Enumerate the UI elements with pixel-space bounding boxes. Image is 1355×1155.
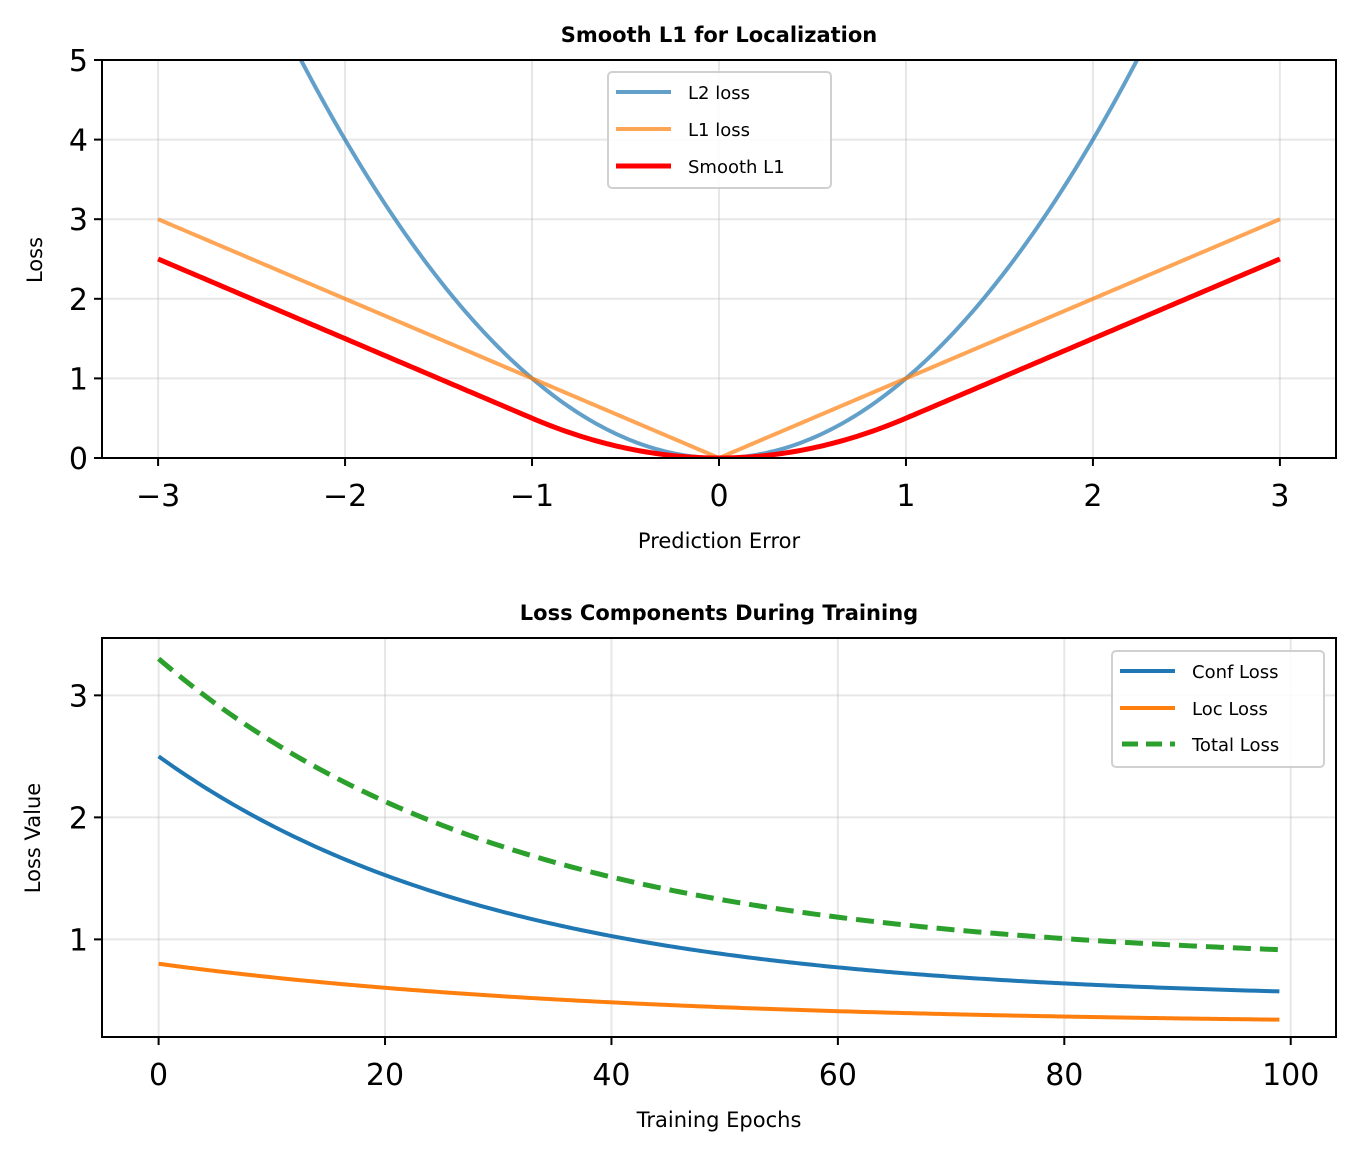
x-tick-label: 40 <box>592 1058 630 1093</box>
y-tick-label: 1 <box>69 362 88 397</box>
series-lines <box>156 656 1280 1022</box>
y-tick-label: 1 <box>69 923 88 958</box>
chart-title: Smooth L1 for Localization <box>561 23 878 47</box>
y-tick-label: 0 <box>69 442 88 477</box>
series-line-total-loss <box>156 656 1280 953</box>
y-tick-label: 2 <box>69 283 88 318</box>
ticks: 0 20 40 60 80 100 1 2 3 <box>69 679 1319 1093</box>
y-tick-label: 5 <box>69 44 88 79</box>
x-tick-label: 0 <box>709 479 728 514</box>
x-axis-label: Training Epochs <box>636 1108 802 1132</box>
y-axis-label: Loss Value <box>21 783 45 893</box>
x-tick-label: 1 <box>896 479 915 514</box>
x-tick-label: 0 <box>149 1058 168 1093</box>
y-tick-label: 4 <box>69 124 88 159</box>
legend-label-l2: L2 loss <box>688 83 750 104</box>
y-axis-label: Loss <box>23 237 47 283</box>
legend-frame <box>1111 650 1325 768</box>
chart-title: Loss Components During Training <box>520 601 918 625</box>
plot-frame <box>101 637 1337 1038</box>
legend-label-l1: L1 loss <box>688 120 750 141</box>
x-axis-label: Prediction Error <box>638 529 801 553</box>
chart-loss-components: Loss Components During Training 0 20 40 60 8… <box>21 601 1337 1132</box>
legend-label-conf: Conf Loss <box>1192 662 1279 683</box>
legend-label-loc: Loc Loss <box>1192 699 1268 720</box>
chart-smooth-l1: Smooth L1 for Localization −3 −2 −1 0 1 2 3 0 1 2… <box>23 23 1337 553</box>
x-tick-label: 20 <box>366 1058 404 1093</box>
ticks: −3 −2 −1 0 1 2 3 0 1 2 3 4 5 <box>69 44 1290 514</box>
series-line-conf-loss <box>157 754 1280 994</box>
series-line-smooth-l1 <box>157 256 1281 458</box>
legend: Conf Loss Loc Loss Total Loss <box>1111 650 1325 768</box>
x-tick-label: −2 <box>323 479 367 514</box>
x-tick-label: 100 <box>1262 1058 1319 1093</box>
x-tick-label: −1 <box>510 479 554 514</box>
legend: L2 loss L1 loss Smooth L1 <box>607 71 832 189</box>
y-tick-label: 3 <box>69 679 88 714</box>
y-tick-label: 3 <box>69 203 88 238</box>
series-line-loc-loss <box>158 961 1280 1022</box>
y-tick-label: 2 <box>69 801 88 836</box>
x-tick-label: 3 <box>1270 479 1289 514</box>
series-line-l1-loss <box>157 217 1281 458</box>
x-tick-label: 80 <box>1045 1058 1083 1093</box>
x-tick-label: −3 <box>136 479 180 514</box>
legend-label-total: Total Loss <box>1191 735 1279 756</box>
series-lines <box>157 60 1281 458</box>
legend-frame <box>607 71 832 189</box>
x-tick-label: 2 <box>1083 479 1102 514</box>
series-line-l2-loss <box>298 60 1140 458</box>
legend-label-smooth-l1: Smooth L1 <box>688 157 785 178</box>
x-tick-label: 60 <box>819 1058 857 1093</box>
